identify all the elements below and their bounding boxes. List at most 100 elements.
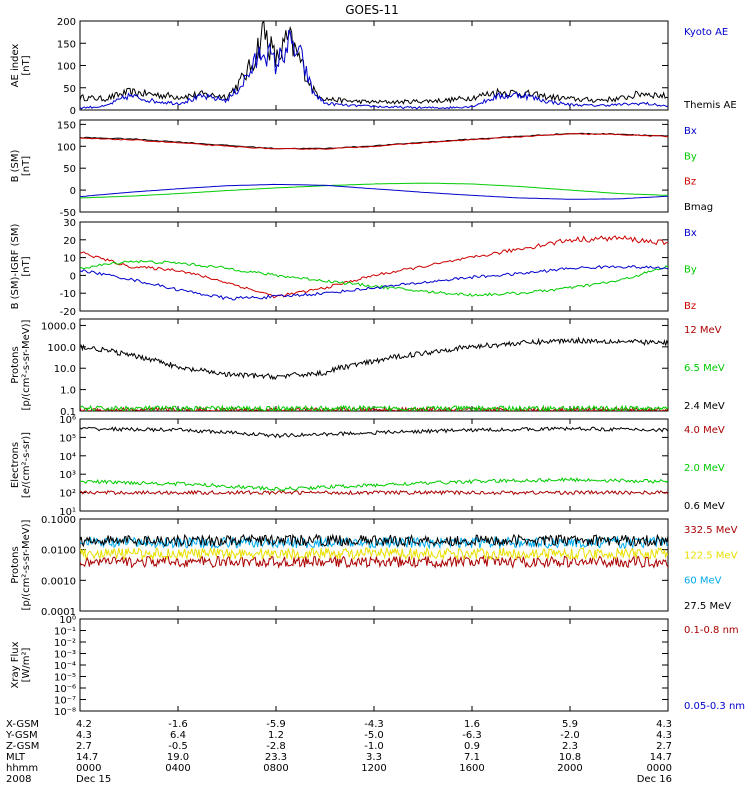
y-axis-label: B (SM)-IGRF (SM)[nT] <box>10 224 32 310</box>
y-tick-label: 0.0001 <box>41 607 76 618</box>
ephemeris-value: 1600 <box>459 763 484 774</box>
y-tick-label: 10⁻² <box>54 638 76 649</box>
panel-ae: 0 50 100 150 200 AE index[nT] Kyoto AE Themis A… <box>10 17 737 117</box>
panel-b_igrf: -20 -10 0 10 20 30 B (SM)-IGRF (SM)[nT] Bx By Bz <box>10 218 697 318</box>
legend-entry: 27.5 MeV <box>684 601 731 612</box>
ephemeris-row-label: Z-GSM <box>6 741 39 752</box>
y-tick-label: 10.0 <box>54 364 76 375</box>
legend-entry: Bz <box>684 177 696 188</box>
legend-entry: Bx <box>684 126 697 137</box>
legend-entry: 2.4 MeV <box>684 401 725 412</box>
ephemeris-value: 7.1 <box>464 752 480 763</box>
ephemeris-value: 6.4 <box>170 730 186 741</box>
series-group <box>80 132 668 200</box>
ephemeris-value: 0800 <box>263 763 288 774</box>
series-group <box>80 336 668 411</box>
y-tick-label: 0.1 <box>60 407 76 418</box>
panel-protons_high: 0.0001 0.0010 0.0100 0.1000 Protons[p/(cm²-s… <box>10 515 738 618</box>
ephemeris-value: -0.5 <box>168 741 188 752</box>
series-line-2-4-mev <box>80 336 668 381</box>
series-line-by <box>80 182 668 199</box>
ephemeris-value: -6.3 <box>462 730 482 741</box>
ephemeris-row-label: hhmm <box>6 763 38 774</box>
series-line-4-0-mev <box>80 489 668 496</box>
panel-protons_low: 0.1 1.0 10.0 100.0 1000.0 Protons[p/(cm²-s-sr… <box>10 318 725 418</box>
ephemeris-value: 3.3 <box>366 752 382 763</box>
y-tick-label: 50 <box>63 84 76 95</box>
ephemeris-value: 0400 <box>165 763 190 774</box>
y-axis-label: AE index[nT] <box>10 44 32 88</box>
ephemeris-value: -4.3 <box>364 719 384 730</box>
ephemeris-value: 4.2 <box>76 719 92 730</box>
ephemeris-value: 2000 <box>557 763 582 774</box>
series-line-by <box>80 259 668 297</box>
y-tick-label: 150 <box>57 39 76 50</box>
ephemeris-value: 5.9 <box>562 719 578 730</box>
panel-frame <box>79 221 669 312</box>
series-line-27-5-mev <box>80 533 668 548</box>
ephemeris-value: -2.8 <box>266 741 286 752</box>
y-tick-label: 10⁴ <box>59 452 76 463</box>
ephemeris-value: -1.6 <box>168 719 188 730</box>
series-group <box>80 426 668 496</box>
y-axis-label: Xray Flux[W/m²] <box>10 641 32 688</box>
series-line-122-5-mev <box>80 546 668 561</box>
series-line-bx <box>80 265 668 301</box>
y-tick-label: 10¹ <box>59 507 76 518</box>
panel-electrons: 10¹ 10² 10³ 10⁴ 10⁵ 10⁶ Electrons[e/(cm²-s-sr)… <box>10 415 725 518</box>
ephemeris-value: 0000 <box>647 763 672 774</box>
ephemeris-row-label: Y-GSM <box>5 730 38 741</box>
legend-entry: 122.5 MeV <box>684 550 738 561</box>
y-tick-label: 200 <box>57 17 76 28</box>
y-tick-label: 50 <box>63 164 76 175</box>
series-line-themis-ae <box>80 21 668 105</box>
ephemeris-row-label: X-GSM <box>6 719 39 730</box>
ephemeris-value: 4.3 <box>76 730 92 741</box>
y-tick-label: -50 <box>60 208 76 219</box>
y-axis-label: Protons[p/(cm²-s-sr-MeV)] <box>10 519 32 610</box>
legend-entry: 2.0 MeV <box>684 463 725 474</box>
panel-b_sm: -50 0 50 100 150 B (SM)[nT] Bx By Bz Bmag <box>10 119 713 219</box>
y-tick-label: 20 <box>63 236 76 247</box>
y-tick-label: 0.0100 <box>41 546 76 557</box>
y-axis-label: B (SM)[nT] <box>10 149 32 182</box>
y-tick-label: 100 <box>57 142 76 153</box>
legend-entry: Bx <box>684 228 697 239</box>
y-tick-label: -20 <box>60 307 76 318</box>
ephemeris-value: 2.3 <box>562 741 578 752</box>
legend-entry: Bmag <box>684 202 713 213</box>
series-line-2-0-mev <box>80 477 668 492</box>
y-axis-label: Protons[p/(cm²-s-sr-MeV)] <box>10 319 32 410</box>
y-tick-label: 150 <box>57 120 76 131</box>
plot-title: GOES-11 <box>345 3 399 17</box>
y-tick-label: 10⁻³ <box>54 650 76 661</box>
series-line-bz <box>80 235 668 299</box>
ephemeris-value: 0000 <box>76 763 101 774</box>
y-axis-label: Electrons[e/(cm²-s-sr)] <box>10 432 32 498</box>
y-tick-label: 10³ <box>59 470 76 481</box>
legend-entry: By <box>684 265 697 276</box>
y-tick-label: 10⁻¹ <box>54 627 76 638</box>
series-line-60-mev <box>80 535 668 550</box>
panel-frame <box>79 518 669 612</box>
y-tick-label: 0 <box>70 186 76 197</box>
ephemeris-value: 1.6 <box>464 719 480 730</box>
y-tick-label: 10⁻⁴ <box>54 661 76 672</box>
legend-entry: 0.1-0.8 nm <box>684 625 739 636</box>
legend-entry: 4.0 MeV <box>684 425 725 436</box>
panel-frame <box>79 618 669 712</box>
ephemeris-value: 10.8 <box>559 752 581 763</box>
y-tick-label: 10² <box>59 489 76 500</box>
ephemeris-value: 0.9 <box>464 741 480 752</box>
panel-frame <box>79 418 669 512</box>
series-line-bx <box>80 183 668 200</box>
y-tick-label: -10 <box>60 289 76 300</box>
legend-entry: 0.05-0.3 nm <box>684 701 745 712</box>
legend-entry: Themis AE <box>683 100 737 111</box>
ephemeris-value: 1.2 <box>268 730 284 741</box>
y-tick-label: 100.0 <box>47 343 76 354</box>
ephemeris-value: 4.3 <box>656 719 672 730</box>
ephemeris-row-label: MLT <box>6 752 26 763</box>
ephemeris-value: -5.9 <box>266 719 286 730</box>
